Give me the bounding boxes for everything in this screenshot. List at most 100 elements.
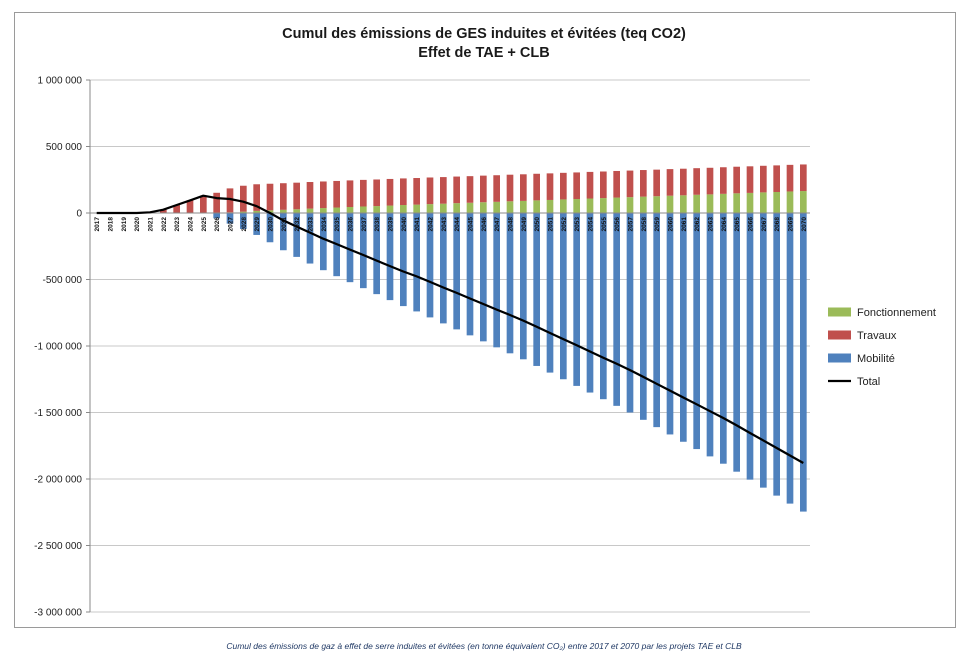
x-tick-label: 2020 — [134, 217, 141, 232]
bar-travaux-2050 — [533, 173, 540, 201]
bar-travaux-2069 — [786, 164, 794, 192]
bar-mobilite-2047 — [493, 213, 500, 348]
bar-fonctionnement-2030 — [266, 210, 274, 213]
legend-label: Total — [857, 376, 880, 388]
bar-fonctionnement-2061 — [680, 195, 687, 213]
y-tick-label: 500 000 — [46, 142, 83, 153]
x-tick-label: 2021 — [148, 217, 155, 232]
bar-travaux-2025 — [200, 195, 207, 213]
x-tick-label: 2053 — [574, 217, 581, 232]
bar-fonctionnement-2066 — [746, 192, 754, 213]
bar-fonctionnement-2031 — [280, 209, 287, 213]
x-tick-label: 2046 — [481, 217, 488, 232]
bar-mobilite-2041 — [413, 213, 420, 312]
bar-mobilite-2046 — [480, 213, 487, 342]
bar-fonctionnement-2050 — [533, 200, 540, 213]
x-tick-label: 2063 — [708, 217, 715, 232]
x-tick-label: 2033 — [308, 217, 315, 232]
y-axis: 1 000 000 500 000 0 -500 000 -1 000 000 -1 50… — [34, 76, 91, 619]
x-tick-label: 2038 — [374, 217, 381, 232]
bar-travaux-2041 — [413, 178, 420, 205]
bar-mobilite-2026 — [213, 213, 220, 219]
bar-fonctionnement-2070 — [800, 191, 807, 213]
bar-fonctionnement-2039 — [386, 205, 394, 213]
x-tick-label: 2017 — [94, 217, 101, 232]
x-tick-label: 2057 — [628, 217, 635, 232]
x-tick-label: 2037 — [361, 217, 368, 232]
legend-swatch — [828, 307, 851, 317]
bar-travaux-2045 — [466, 176, 474, 203]
bar-mobilite-2031 — [280, 213, 287, 251]
bar-fonctionnement-2064 — [720, 193, 727, 213]
bar-mobilite-2042 — [426, 213, 434, 318]
bar-fonctionnement-2038 — [373, 206, 380, 213]
bar-fonctionnement-2053 — [573, 199, 580, 213]
bar-mobilite-2054 — [586, 213, 594, 393]
bar-mobilite-2052 — [560, 213, 567, 380]
bar-mobilite-2061 — [680, 213, 687, 442]
bar-travaux-2042 — [426, 177, 434, 205]
bar-mobilite-2033 — [306, 213, 314, 264]
bar-fonctionnement-2067 — [760, 192, 767, 213]
bar-fonctionnement-2029 — [253, 210, 260, 213]
x-tick-label: 2034 — [321, 217, 328, 232]
bar-travaux-2031 — [280, 183, 287, 210]
bar-fonctionnement-2040 — [400, 205, 407, 213]
legend-label: Mobilité — [857, 353, 895, 365]
bar-travaux-2051 — [546, 173, 554, 200]
bar-fonctionnement-2047 — [493, 201, 500, 213]
x-tick-label: 2056 — [614, 217, 621, 232]
bar-travaux-2023 — [173, 205, 180, 213]
x-tick-label: 2055 — [601, 217, 608, 232]
x-tick-label: 2050 — [534, 217, 541, 232]
x-tick-label: 2061 — [681, 217, 688, 232]
bar-mobilite-2056 — [613, 213, 620, 406]
bar-travaux-2063 — [706, 167, 714, 195]
bar-mobilite-2050 — [533, 213, 540, 366]
bar-travaux-2052 — [560, 172, 567, 200]
bar-mobilite-2029 — [253, 213, 260, 235]
bar-travaux-2022 — [160, 209, 167, 213]
bar-travaux-2032 — [293, 182, 300, 210]
x-tick-label: 2035 — [334, 217, 341, 232]
bar-fonctionnement-2065 — [733, 193, 740, 213]
bar-mobilite-2058 — [640, 213, 647, 420]
bar-fonctionnement-2043 — [440, 203, 447, 213]
bar-travaux-2038 — [373, 179, 380, 207]
x-tick-label: 2064 — [721, 217, 728, 232]
total-line — [96, 194, 804, 464]
bar-mobilite-2040 — [400, 213, 407, 307]
bar-mobilite-2036 — [346, 213, 354, 283]
bar-fonctionnement-2056 — [613, 197, 620, 213]
x-tick-label: 2067 — [761, 217, 768, 232]
bar-mobilite-2048 — [506, 213, 514, 354]
bar-mobilite-2068 — [773, 213, 780, 496]
legend-swatch — [828, 330, 851, 340]
x-tick-label: 2027 — [228, 217, 235, 232]
x-tick-label: 2049 — [521, 217, 528, 232]
x-tick-label: 2028 — [241, 217, 248, 232]
bar-fonctionnement-2062 — [693, 194, 700, 213]
bar-travaux-2033 — [306, 182, 314, 209]
bar-travaux-2044 — [453, 176, 460, 204]
bar-mobilite-2044 — [453, 213, 460, 330]
bars — [146, 164, 807, 512]
bar-fonctionnement-2041 — [413, 204, 420, 213]
bar-mobilite-2060 — [666, 213, 674, 435]
x-tick-label: 2058 — [641, 217, 648, 232]
bar-fonctionnement-2035 — [333, 207, 340, 213]
bar-mobilite-2051 — [546, 213, 554, 373]
bar-travaux-2070 — [800, 164, 807, 192]
bar-fonctionnement-2028 — [240, 211, 247, 213]
figure-caption: Cumul des émissions de gaz à effet de se… — [226, 641, 742, 651]
y-tick-label: -500 000 — [43, 275, 83, 286]
bar-travaux-2035 — [333, 180, 340, 208]
x-tick-label: 2026 — [214, 217, 221, 232]
bar-travaux-2039 — [386, 178, 394, 206]
bar-mobilite-2065 — [733, 213, 740, 472]
x-tick-label: 2032 — [294, 217, 301, 232]
bar-mobilite-2045 — [466, 213, 474, 336]
bar-mobilite-2070 — [800, 213, 807, 512]
bar-fonctionnement-2063 — [706, 194, 714, 213]
chart-subtitle: Effet de TAE + CLB — [418, 45, 549, 61]
